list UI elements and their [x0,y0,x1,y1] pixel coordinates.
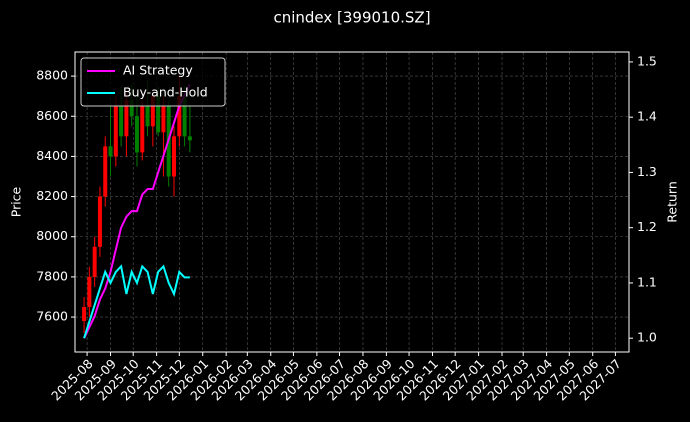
candle-body [103,146,108,197]
candle-body [134,116,139,153]
candle-body [124,100,129,137]
y-tick-label: 7800 [36,268,68,283]
legend-label: AI Strategy [123,63,193,78]
candle-body [161,106,166,133]
candle-body [92,246,97,277]
y2-tick-label: 1.3 [637,164,657,179]
y-tick-label: 7600 [36,309,68,324]
legend-label: Buy-and-Hold [123,85,208,100]
y2-tick-label: 1.2 [637,219,657,234]
candle-body [108,146,113,157]
candle-body [182,96,187,137]
y2-tick-label: 1.0 [637,330,657,345]
candle-body [82,307,87,322]
line-series [83,83,191,339]
candle-body [97,196,102,247]
legend-box [80,57,226,107]
candle-body [187,136,192,141]
y2-tick-label: 1.4 [637,109,657,124]
y-tick-label: 8400 [36,148,68,163]
candle-body [177,96,182,137]
y-axis-label: Price [9,186,24,217]
candle-body [119,106,124,137]
y-tick-label: 8200 [36,188,68,203]
chart-title: cnindex [399010.SZ] [273,9,430,27]
candle-body [87,276,92,308]
y-tick-label: 8600 [36,108,68,123]
y2-axis-label: Return [665,181,680,222]
y2-tick-label: 1.1 [637,274,657,289]
candle-body [113,106,118,157]
candle-body [140,106,145,153]
candle-body [145,106,150,127]
y-tick-label: 8000 [36,228,68,243]
line-series [83,264,190,339]
candle-body [172,136,177,177]
candle-body [150,96,155,127]
candle-body [156,96,161,133]
y-tick-label: 8800 [36,68,68,83]
y2-tick-label: 1.5 [637,53,657,68]
candle-body [129,100,134,117]
plot-frame [74,51,630,353]
